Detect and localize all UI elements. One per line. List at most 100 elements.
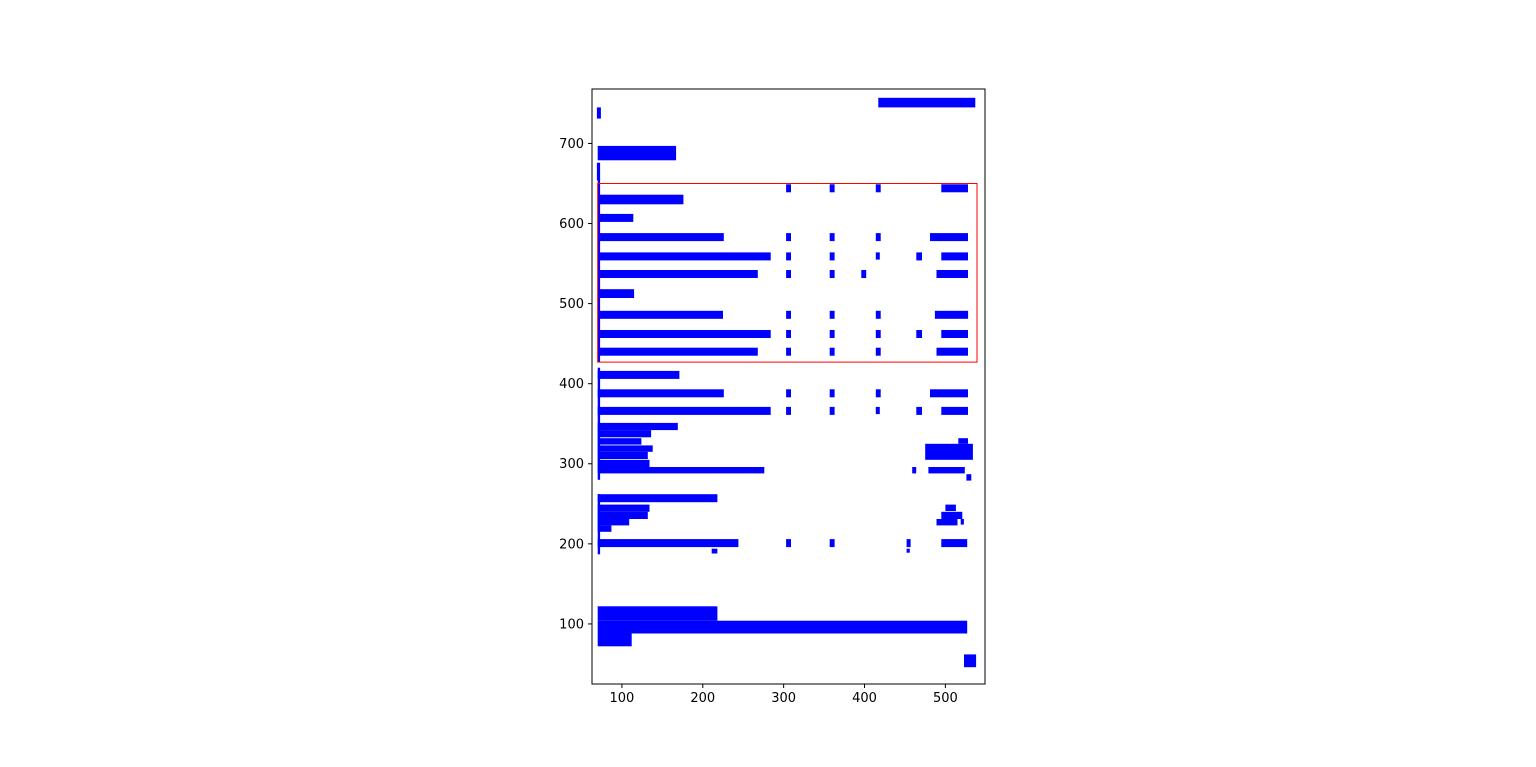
bar-rect: [596, 162, 601, 181]
bar-rect: [875, 310, 881, 319]
bar-rect: [597, 451, 648, 459]
bar-rect: [906, 548, 910, 553]
bar-rect: [597, 422, 678, 431]
bar-rect: [786, 330, 791, 338]
bar-rect: [925, 443, 973, 460]
bar-rect: [786, 310, 791, 319]
bar-rect: [906, 539, 911, 548]
bar-rect: [597, 606, 718, 621]
y-tick-label: 300: [559, 457, 584, 472]
bar-rect: [786, 539, 791, 548]
y-tick-label: 700: [559, 137, 584, 152]
bar-rect: [936, 519, 958, 526]
bar-rect: [829, 233, 835, 242]
bars-layer: [596, 97, 977, 668]
bar-rect: [875, 406, 880, 415]
bar-rect: [597, 213, 634, 222]
bar-rect: [829, 347, 835, 356]
bar-rect: [960, 519, 964, 525]
bar-rect: [596, 107, 601, 119]
x-tick-label: 500: [933, 691, 958, 706]
bar-rect: [928, 467, 965, 474]
bar-rect: [916, 330, 922, 338]
highlight-layer: [597, 183, 978, 363]
bar-rect: [875, 330, 881, 338]
bar-rect: [936, 347, 968, 356]
bar-rect: [597, 370, 680, 379]
bar-rect: [597, 467, 765, 474]
bar-rect: [597, 620, 968, 634]
bar-rect: [875, 233, 881, 242]
bar-rect: [597, 438, 642, 445]
y-tick-label: 100: [559, 617, 584, 632]
bar-rect: [829, 406, 835, 415]
bar-rect: [786, 252, 791, 261]
bar-rect: [966, 474, 972, 481]
bar-rect: [916, 252, 922, 261]
bar-rect: [597, 289, 635, 298]
bar-rect: [597, 233, 724, 242]
bar-rect: [964, 654, 977, 668]
bar-rect: [930, 233, 968, 242]
bar-rect: [941, 406, 968, 415]
bar-rect: [597, 406, 771, 415]
bar-rect: [786, 184, 791, 193]
bar-rect: [930, 389, 968, 398]
bar-rect: [597, 539, 739, 548]
bar-rect: [941, 252, 968, 261]
bar-rect: [597, 310, 723, 319]
bar-rect: [597, 494, 718, 503]
bar-rect: [829, 310, 835, 319]
bar-rect: [597, 347, 758, 356]
axes-layer: [588, 88, 986, 688]
bar-rect: [829, 252, 835, 261]
bar-rect: [786, 406, 791, 415]
bar-rect: [875, 184, 881, 193]
bar-rect: [829, 539, 835, 548]
bar-rect: [597, 194, 684, 205]
bar-rect: [711, 548, 718, 554]
bar-rect: [597, 504, 650, 512]
bar-rect: [786, 347, 791, 356]
y-tick-label: 500: [559, 297, 584, 312]
bar-rect: [597, 459, 650, 467]
bar-rect: [878, 97, 976, 108]
bar-rect: [786, 389, 791, 398]
bar-rect: [597, 252, 771, 261]
x-tick-label: 400: [852, 691, 877, 706]
bar-rect: [936, 270, 968, 278]
bar-rect: [941, 511, 963, 519]
bar-rect: [875, 252, 880, 260]
bar-rect: [934, 310, 969, 319]
bar-rect: [597, 430, 652, 438]
x-tick-label: 100: [610, 691, 635, 706]
bar-rect: [875, 389, 881, 398]
bar-rect: [941, 539, 968, 548]
bar-rect: [941, 184, 968, 193]
bar-rect: [597, 519, 630, 526]
tick-labels-layer: 100 200 300 400 500 100 200 300 400 500 600 700: [559, 137, 958, 706]
bar-rect: [597, 445, 653, 452]
bar-rect: [597, 389, 724, 398]
bar-rect: [829, 184, 835, 193]
bar-rect: [597, 145, 677, 161]
bar-rect: [829, 270, 835, 278]
bar-rect: [945, 504, 956, 511]
highlight-rect: [597, 183, 978, 363]
bar-rect: [597, 633, 632, 647]
x-tick-label: 200: [690, 691, 715, 706]
bar-rect: [958, 438, 968, 444]
bar-rect: [916, 406, 922, 415]
bar-rect: [875, 347, 881, 356]
bar-rect: [597, 330, 771, 338]
axes-frame: [591, 88, 986, 685]
bar-rect: [597, 525, 612, 532]
bar-rect: [597, 511, 648, 519]
bar-rect: [829, 330, 835, 338]
bar-rect: [786, 233, 791, 242]
bar-rect: [597, 270, 758, 278]
bar-rect: [912, 467, 917, 474]
bar-rect: [941, 330, 968, 338]
